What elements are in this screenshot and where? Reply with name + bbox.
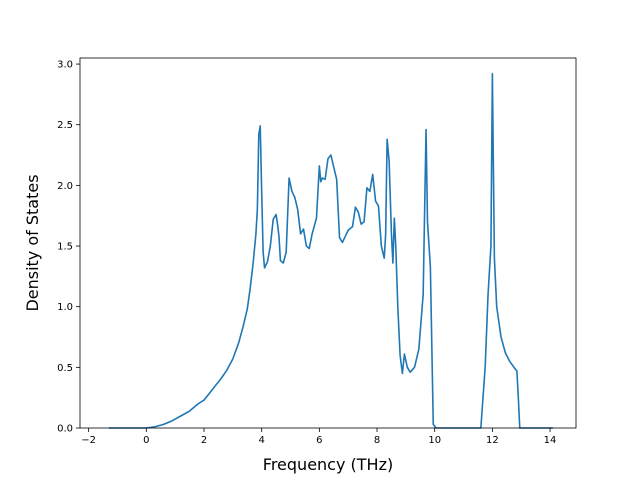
- x-tick-label: 6: [316, 435, 322, 446]
- x-tick-label: 14: [544, 435, 557, 446]
- y-axis-label: Density of States: [23, 174, 42, 311]
- y-tick-label: 2.5: [57, 120, 73, 131]
- y-tick-label: 3.0: [57, 60, 73, 71]
- x-axis-ticks: −2 0 2 4 6 8 10 12 14: [81, 428, 556, 446]
- x-tick-label: 10: [428, 435, 441, 446]
- plot-background: [80, 58, 576, 428]
- y-tick-label: 0.0: [57, 424, 73, 435]
- y-tick-label: 0.5: [57, 363, 73, 374]
- y-tick-label: 1.5: [57, 242, 73, 253]
- y-tick-label: 1.0: [57, 302, 73, 313]
- x-axis-label: Frequency (THz): [263, 455, 393, 474]
- x-tick-label: 0: [143, 435, 149, 446]
- y-axis-ticks: 0.0 0.5 1.0 1.5 2.0 2.5 3.0: [57, 60, 80, 435]
- y-tick-label: 2.0: [57, 181, 73, 192]
- plot-frame: [79, 57, 577, 429]
- dos-series-line-0: [108, 72, 553, 429]
- x-tick-label: −2: [81, 435, 96, 446]
- x-tick-label: 2: [201, 435, 207, 446]
- x-tick-label: 4: [258, 435, 264, 446]
- x-tick-label: 8: [374, 435, 380, 446]
- x-tick-label: 12: [486, 435, 499, 446]
- series-layer: [108, 72, 553, 429]
